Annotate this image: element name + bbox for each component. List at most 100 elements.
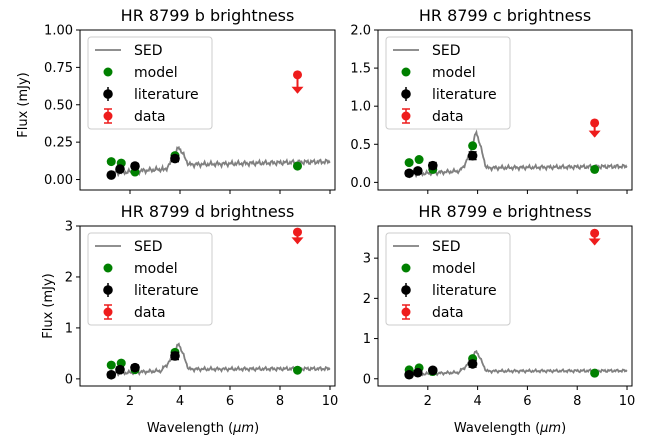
y-tick-label: 0.75 — [44, 61, 73, 76]
x-tick-label: 4 — [176, 394, 184, 409]
literature-point — [106, 170, 117, 180]
literature-point — [106, 369, 117, 380]
legend-box — [87, 232, 213, 326]
chart-title: HR 8799 e brightness — [418, 202, 591, 221]
x-axis-label-close: ) — [561, 421, 566, 436]
x-axis-label-text: Wavelength ( — [454, 421, 540, 436]
y-tick-label: 2.0 — [350, 24, 371, 39]
literature-point — [427, 160, 438, 171]
data-point — [293, 227, 302, 237]
legend-model-swatch — [401, 67, 411, 77]
sed-curve — [108, 146, 331, 178]
legend-model-swatch — [401, 263, 411, 273]
model-point — [414, 155, 424, 165]
legend-label-model: model — [134, 261, 178, 277]
chart-title: HR 8799 c brightness — [419, 6, 591, 25]
y-tick-label: 1.5 — [350, 62, 371, 77]
x-tick-label: 8 — [276, 394, 284, 409]
data-point — [590, 228, 600, 238]
legend-label-data: data — [134, 109, 166, 125]
y-tick-label: 0.5 — [350, 138, 371, 153]
panel-b: HR 8799 b brightness 0.00 0.25 0.50 0.75 1.00… — [44, 6, 336, 194]
literature-point — [404, 168, 414, 179]
literature-point — [170, 351, 180, 361]
axes-frame — [79, 225, 336, 387]
chart-title: HR 8799 d brightness — [121, 202, 295, 221]
chart-title: HR 8799 b brightness — [121, 6, 295, 25]
y-tick-label: 1 — [65, 321, 73, 336]
literature-point — [467, 150, 478, 161]
legend-label-data: data — [432, 305, 464, 321]
model-point — [106, 360, 116, 370]
x-axis-label-close: ) — [254, 421, 259, 436]
legend-label-model: model — [134, 65, 178, 81]
y-axis-label-top: Flux (mJy) — [16, 72, 31, 138]
literature-point — [115, 364, 125, 375]
x-axis-label-unit: μm — [232, 421, 254, 436]
y-tick-label: 3 — [65, 220, 73, 235]
legend-label-model: model — [432, 65, 476, 81]
data-upper-limit-arrow — [291, 86, 304, 94]
model-point — [468, 141, 478, 151]
model-point — [590, 164, 600, 174]
sed-curve — [406, 349, 628, 378]
legend-model-swatch — [103, 263, 113, 273]
x-axis-label-left: Wavelength (μm) — [147, 421, 259, 436]
legend-label-literature: literature — [134, 87, 199, 103]
legend-data-swatch — [401, 111, 411, 121]
y-tick-label: 3 — [363, 252, 371, 267]
literature-point — [404, 369, 414, 380]
sed-curve — [108, 342, 331, 378]
axes-frame — [79, 29, 336, 191]
legend-data-swatch — [103, 307, 113, 317]
data-upper-limit-arrow — [588, 238, 601, 246]
legend-box — [385, 232, 511, 326]
legend-label-literature: literature — [134, 283, 199, 299]
literature-point — [427, 365, 438, 376]
legend-literature-swatch — [401, 285, 411, 295]
data-upper-limit-arrow — [588, 130, 601, 138]
x-axis-label-unit: μm — [539, 421, 561, 436]
legend-data-swatch — [103, 111, 113, 121]
data-upper-limit-arrow — [291, 237, 304, 245]
y-axis-label-bottom: Flux (mJy) — [41, 273, 56, 339]
literature-point — [413, 367, 423, 378]
literature-point — [130, 161, 140, 171]
y-tick-label: 0.0 — [350, 176, 371, 191]
x-tick-label: 10 — [322, 394, 339, 409]
legend-label-literature: literature — [432, 283, 497, 299]
x-tick-label: 8 — [573, 394, 581, 409]
y-tick-label: 0.25 — [44, 136, 73, 151]
legend-literature-swatch — [103, 89, 113, 99]
sed-curve — [405, 129, 628, 179]
y-tick-label: 0.00 — [44, 173, 73, 188]
x-tick-label: 2 — [424, 394, 432, 409]
literature-point — [413, 166, 423, 176]
legend-box — [385, 36, 511, 130]
y-tick-label: 1.0 — [350, 100, 371, 115]
x-axis-label-right: Wavelength (μm) — [454, 421, 566, 436]
literature-point — [115, 164, 125, 174]
data-point — [590, 118, 600, 128]
x-tick-label: 4 — [473, 394, 481, 409]
y-tick-label: 0 — [65, 372, 73, 387]
y-tick-label: 1.00 — [44, 24, 73, 39]
legend-box — [87, 36, 213, 130]
legend-label-literature: literature — [432, 87, 497, 103]
y-tick-label: 0.50 — [44, 98, 73, 113]
model-point — [106, 157, 116, 167]
y-tick-label: 1 — [363, 332, 371, 347]
x-tick-label: 6 — [523, 394, 531, 409]
model-point — [404, 158, 414, 168]
legend-label-SED: SED — [134, 43, 163, 59]
x-tick-label: 6 — [226, 394, 234, 409]
panel-c: HR 8799 c brightness 0.0 0.5 1.0 1.5 2.0 SED mo… — [350, 6, 633, 194]
y-tick-label: 2 — [363, 292, 371, 307]
legend-data-swatch — [401, 307, 411, 317]
model-point — [293, 161, 302, 171]
panel-d: HR 8799 d brightness 0 1 2 3 2 4 6 8 10 SED model li… — [65, 202, 339, 409]
literature-point — [170, 153, 180, 164]
axes-frame — [377, 225, 633, 387]
legend-literature-swatch — [401, 89, 411, 99]
